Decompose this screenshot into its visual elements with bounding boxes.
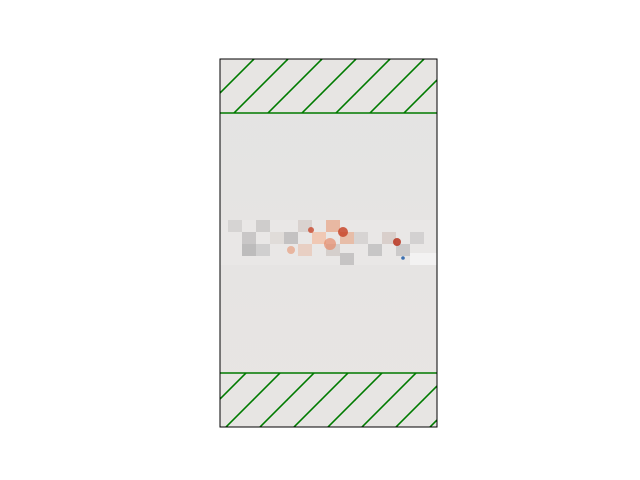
pixel — [228, 220, 242, 232]
pixel — [340, 253, 354, 265]
pixel — [242, 232, 256, 244]
pixel — [284, 232, 298, 244]
pixel — [368, 244, 382, 256]
pixel — [312, 232, 326, 244]
pixel — [410, 232, 424, 244]
image — [220, 59, 437, 427]
pixel — [410, 253, 437, 265]
pixel — [242, 244, 256, 256]
hatch-band-top — [220, 59, 437, 113]
cold-spot — [401, 256, 405, 260]
pixel — [354, 232, 368, 244]
image-frame — [219, 58, 438, 428]
hot-spot — [393, 238, 401, 246]
hot-spot — [287, 246, 295, 254]
pixel — [326, 220, 340, 232]
hot-spot — [338, 227, 348, 237]
pixel — [256, 244, 270, 256]
hatch-band-bottom — [220, 373, 437, 427]
pixel-band — [220, 220, 437, 265]
hot-spot — [308, 227, 314, 233]
pixel — [256, 220, 270, 232]
pixel — [298, 244, 312, 256]
pixel — [396, 244, 410, 256]
hot-spot — [324, 238, 336, 250]
pixel — [382, 232, 396, 244]
pixel — [270, 232, 284, 244]
